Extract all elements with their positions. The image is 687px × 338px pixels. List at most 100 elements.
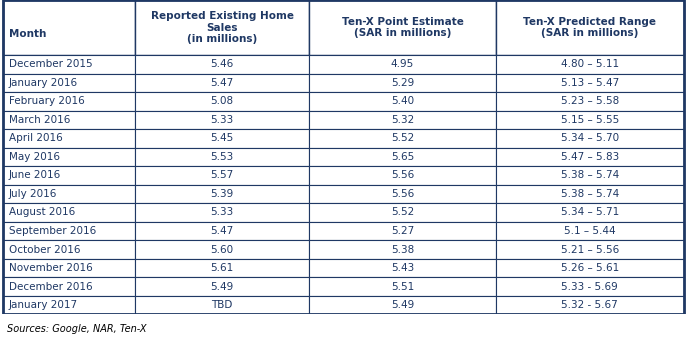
Text: 5.39: 5.39 bbox=[210, 189, 234, 199]
Text: March 2016: March 2016 bbox=[9, 115, 70, 125]
Bar bbox=[3, 129, 135, 148]
Bar bbox=[135, 296, 308, 314]
Text: 5.23 – 5.58: 5.23 – 5.58 bbox=[561, 96, 619, 106]
Bar bbox=[135, 240, 308, 259]
Bar bbox=[135, 166, 308, 185]
Bar bbox=[308, 92, 496, 111]
Text: 5.49: 5.49 bbox=[210, 282, 234, 292]
Text: 5.53: 5.53 bbox=[210, 152, 234, 162]
Text: 5.65: 5.65 bbox=[391, 152, 414, 162]
Text: February 2016: February 2016 bbox=[9, 96, 85, 106]
Text: 5.51: 5.51 bbox=[391, 282, 414, 292]
Text: 5.33 - 5.69: 5.33 - 5.69 bbox=[561, 282, 618, 292]
Bar bbox=[3, 148, 135, 166]
Bar bbox=[308, 222, 496, 240]
Text: 5.1 – 5.44: 5.1 – 5.44 bbox=[564, 226, 616, 236]
Bar bbox=[496, 222, 684, 240]
Bar bbox=[135, 277, 308, 296]
Text: 5.13 – 5.47: 5.13 – 5.47 bbox=[561, 78, 619, 88]
Text: 5.32 - 5.67: 5.32 - 5.67 bbox=[561, 300, 618, 310]
Bar bbox=[496, 277, 684, 296]
Text: January 2017: January 2017 bbox=[9, 300, 78, 310]
Bar bbox=[135, 111, 308, 129]
Bar bbox=[135, 129, 308, 148]
Text: 5.56: 5.56 bbox=[391, 189, 414, 199]
Bar bbox=[3, 296, 135, 314]
Bar bbox=[308, 277, 496, 296]
Bar bbox=[308, 0, 496, 55]
Text: 5.33: 5.33 bbox=[210, 115, 234, 125]
Bar bbox=[308, 240, 496, 259]
Text: Sources: Google, NAR, Ten-X: Sources: Google, NAR, Ten-X bbox=[7, 324, 146, 335]
Text: September 2016: September 2016 bbox=[9, 226, 96, 236]
Bar bbox=[308, 296, 496, 314]
Text: 5.15 – 5.55: 5.15 – 5.55 bbox=[561, 115, 619, 125]
Bar bbox=[308, 74, 496, 92]
Bar bbox=[3, 240, 135, 259]
Text: May 2016: May 2016 bbox=[9, 152, 60, 162]
Text: 5.57: 5.57 bbox=[210, 170, 234, 180]
Bar bbox=[308, 111, 496, 129]
Bar bbox=[3, 111, 135, 129]
Bar bbox=[496, 111, 684, 129]
Bar bbox=[135, 74, 308, 92]
Bar bbox=[496, 203, 684, 222]
Bar bbox=[135, 222, 308, 240]
Bar bbox=[308, 129, 496, 148]
Text: November 2016: November 2016 bbox=[9, 263, 93, 273]
Text: 4.80 – 5.11: 4.80 – 5.11 bbox=[561, 59, 619, 69]
Bar bbox=[308, 55, 496, 74]
Text: 5.40: 5.40 bbox=[391, 96, 414, 106]
Text: 5.08: 5.08 bbox=[210, 96, 234, 106]
Bar bbox=[3, 74, 135, 92]
Text: 5.34 – 5.70: 5.34 – 5.70 bbox=[561, 134, 619, 143]
Text: 5.56: 5.56 bbox=[391, 170, 414, 180]
Text: 5.38 – 5.74: 5.38 – 5.74 bbox=[561, 170, 619, 180]
Bar bbox=[496, 240, 684, 259]
Bar bbox=[135, 259, 308, 277]
Bar bbox=[3, 259, 135, 277]
Text: December 2016: December 2016 bbox=[9, 282, 93, 292]
Bar bbox=[3, 222, 135, 240]
Text: Reported Existing Home
Sales
(in millions): Reported Existing Home Sales (in million… bbox=[150, 11, 293, 44]
Bar bbox=[496, 259, 684, 277]
Bar bbox=[496, 55, 684, 74]
Text: 4.95: 4.95 bbox=[391, 59, 414, 69]
Bar bbox=[135, 203, 308, 222]
Text: 5.38 – 5.74: 5.38 – 5.74 bbox=[561, 189, 619, 199]
Text: 5.27: 5.27 bbox=[391, 226, 414, 236]
Bar bbox=[3, 203, 135, 222]
Bar bbox=[496, 0, 684, 55]
Text: Ten-X Predicted Range
(SAR in millions): Ten-X Predicted Range (SAR in millions) bbox=[523, 17, 656, 38]
Text: June 2016: June 2016 bbox=[9, 170, 61, 180]
Text: 5.47: 5.47 bbox=[210, 78, 234, 88]
Text: July 2016: July 2016 bbox=[9, 189, 57, 199]
Bar bbox=[135, 55, 308, 74]
Bar bbox=[135, 148, 308, 166]
Text: Ten-X Point Estimate
(SAR in millions): Ten-X Point Estimate (SAR in millions) bbox=[341, 17, 464, 38]
Text: Month: Month bbox=[9, 29, 46, 39]
Bar bbox=[3, 92, 135, 111]
Bar bbox=[496, 166, 684, 185]
Text: 5.34 – 5.71: 5.34 – 5.71 bbox=[561, 208, 619, 217]
Bar bbox=[3, 185, 135, 203]
Bar bbox=[135, 0, 308, 55]
Bar bbox=[496, 148, 684, 166]
Bar bbox=[3, 55, 135, 74]
Text: December 2015: December 2015 bbox=[9, 59, 93, 69]
Text: 5.52: 5.52 bbox=[391, 208, 414, 217]
Bar bbox=[135, 185, 308, 203]
Text: 5.29: 5.29 bbox=[391, 78, 414, 88]
Bar bbox=[496, 296, 684, 314]
Text: 5.46: 5.46 bbox=[210, 59, 234, 69]
Text: April 2016: April 2016 bbox=[9, 134, 63, 143]
Bar bbox=[308, 166, 496, 185]
Bar bbox=[308, 148, 496, 166]
Bar bbox=[3, 277, 135, 296]
Text: 5.47 – 5.83: 5.47 – 5.83 bbox=[561, 152, 619, 162]
Bar bbox=[496, 74, 684, 92]
Text: 5.32: 5.32 bbox=[391, 115, 414, 125]
Text: 5.49: 5.49 bbox=[391, 300, 414, 310]
Bar bbox=[308, 203, 496, 222]
Bar bbox=[3, 166, 135, 185]
